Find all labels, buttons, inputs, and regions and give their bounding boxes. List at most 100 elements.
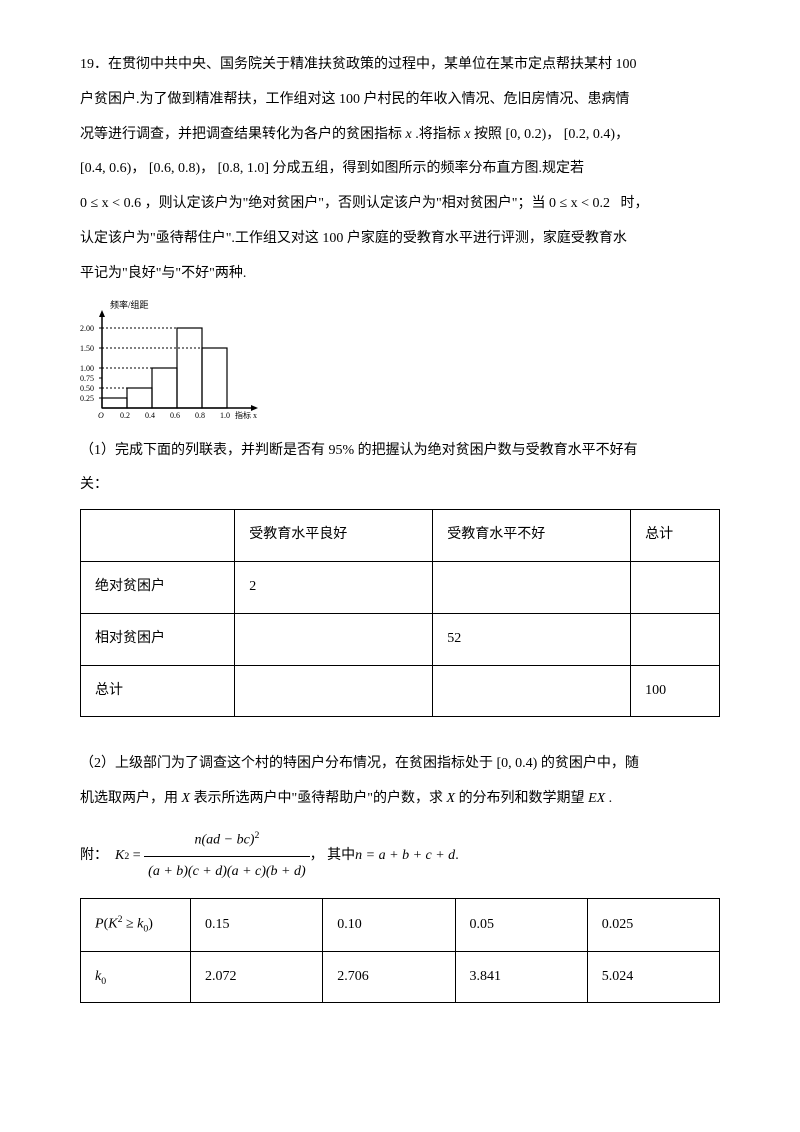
svg-text:0.25: 0.25 [80, 394, 94, 403]
cell [235, 665, 433, 717]
condition: 0 ≤ x < 0.2 [549, 196, 610, 211]
interval: [0.8, 1.0] [218, 161, 269, 176]
cell [81, 510, 235, 562]
cell [433, 561, 631, 613]
paragraph-line: 况等进行调查，并把调查结果转化为各户的贫困指标 x .将指标 x 按照 [0, … [80, 120, 720, 151]
interval: [0, 0.2) [505, 127, 546, 142]
svg-text:0.2: 0.2 [120, 411, 130, 420]
cell: 受教育水平不好 [433, 510, 631, 562]
table-row: 受教育水平良好 受教育水平不好 总计 [81, 510, 720, 562]
text: 平记为"良好"与"不好"两种. [80, 266, 246, 281]
cell: 3.841 [455, 951, 587, 1003]
question-2: （2）上级部门为了调查这个村的特困户分布情况，在贫困指标处于 [0, 0.4) … [80, 749, 720, 780]
var-X: X [182, 791, 191, 806]
text: 的贫困户中，随 [541, 756, 639, 771]
var-x: x [406, 127, 412, 142]
P: P [95, 917, 104, 932]
text: 认定该户为"亟待帮住户".工作组又对这 100 户家庭的受教育水平进行评测，家庭… [80, 231, 627, 246]
svg-text:0.75: 0.75 [80, 374, 94, 383]
text: 在贯彻中共中央、国务院关于精准扶贫政策的过程中，某单位在某市定点帮扶某村 100 [108, 57, 637, 72]
paragraph-line: 0 ≤ x < 0.6 ，则认定该户为"绝对贫困户"，否则认定该户为"相对贫困户… [80, 189, 720, 220]
text: 表示所选两户中"亟待帮助户"的户数，求 [194, 791, 447, 806]
cell: k0 [81, 951, 191, 1003]
cell [235, 613, 433, 665]
paragraph-line: 19．在贯彻中共中央、国务院关于精准扶贫政策的过程中，某单位在某市定点帮扶某村 … [80, 50, 720, 81]
cell [631, 561, 720, 613]
histogram-chart: 频率/组距 0.25 0.50 0.75 1.00 1.50 2.00 O 0.… [80, 298, 720, 428]
var-EX: EX [588, 791, 605, 806]
text: 分成五组，得到如图所示的频率分布直方图.规定若 [272, 161, 584, 176]
cell [433, 665, 631, 717]
text: .将指标 [415, 127, 461, 142]
formula-prefix: 附： [80, 841, 108, 872]
problem-number: 19． [80, 57, 108, 72]
question-2-line2: 机选取两户，用 X 表示所选两户中"亟待帮助户"的户数，求 X 的分布列和数学期… [80, 784, 720, 815]
svg-text:1.0: 1.0 [220, 411, 230, 420]
text: 按照 [474, 127, 502, 142]
cell: 52 [433, 613, 631, 665]
var-x: x [464, 127, 470, 142]
cell: 2.706 [323, 951, 455, 1003]
interval: [0.2, 0.4) [564, 127, 615, 142]
text: 关： [80, 477, 108, 492]
cell: 2 [235, 561, 433, 613]
cell: 5.024 [587, 951, 719, 1003]
table-row: 相对贫困户 52 [81, 613, 720, 665]
cell: 总计 [631, 510, 720, 562]
interval: [0.4, 0.6) [80, 161, 131, 176]
var-K: K [115, 841, 124, 872]
text: （2）上级部门为了调查这个村的特困户分布情况，在贫困指标处于 [80, 756, 493, 771]
paragraph-line: 平记为"良好"与"不好"两种. [80, 259, 720, 290]
cell: 0.025 [587, 899, 719, 951]
cell: 2.072 [191, 951, 323, 1003]
text: 的分布列和数学期望 [459, 791, 589, 806]
table-row: P(K2 ≥ k0) 0.15 0.10 0.05 0.025 [81, 899, 720, 951]
svg-text:1.00: 1.00 [80, 364, 94, 373]
text: （1）完成下面的列联表，并判断是否有 95% 的把握认为绝对贫困户数与受教育水平… [80, 443, 638, 458]
numerator: n(ad − bc) [194, 833, 254, 848]
cell: 受教育水平良好 [235, 510, 433, 562]
cell: 100 [631, 665, 720, 717]
cell: 相对贫困户 [81, 613, 235, 665]
text: . [609, 791, 613, 806]
paragraph-line: [0.4, 0.6)， [0.6, 0.8)， [0.8, 1.0] 分成五组，… [80, 154, 720, 185]
text: 时， [621, 196, 649, 211]
cell: 0.15 [191, 899, 323, 951]
paragraph-line: 认定该户为"亟待帮住户".工作组又对这 100 户家庭的受教育水平进行评测，家庭… [80, 224, 720, 255]
svg-text:O: O [98, 411, 104, 420]
table-row: 总计 100 [81, 665, 720, 717]
question-1b: 关： [80, 470, 720, 501]
table-row: k0 2.072 2.706 3.841 5.024 [81, 951, 720, 1003]
cell: P(K2 ≥ k0) [81, 899, 191, 951]
text: 机选取两户，用 [80, 791, 182, 806]
svg-text:1.50: 1.50 [80, 344, 94, 353]
svg-text:0.50: 0.50 [80, 384, 94, 393]
svg-text:2.00: 2.00 [80, 324, 94, 333]
cell: 0.05 [455, 899, 587, 951]
denominator: (a + b)(c + d)(a + c)(b + d) [144, 857, 310, 888]
formula-block: 附： K2 = n(ad − bc)2 (a + b)(c + d)(a + c… [80, 825, 720, 888]
cell [631, 613, 720, 665]
question-1: （1）完成下面的列联表，并判断是否有 95% 的把握认为绝对贫困户数与受教育水平… [80, 436, 720, 467]
svg-text:0.4: 0.4 [145, 411, 155, 420]
svg-text:0.8: 0.8 [195, 411, 205, 420]
fraction: n(ad − bc)2 (a + b)(c + d)(a + c)(b + d) [144, 825, 310, 888]
text: 况等进行调查，并把调查结果转化为各户的贫困指标 [80, 127, 402, 142]
svg-text:0.6: 0.6 [170, 411, 180, 420]
svg-text:指标 x: 指标 x [235, 410, 257, 420]
table-row: 绝对贫困户 2 [81, 561, 720, 613]
cell: 绝对贫困户 [81, 561, 235, 613]
y-axis-label: 频率/组距 [110, 299, 149, 310]
chi-square-table: P(K2 ≥ k0) 0.15 0.10 0.05 0.025 k0 2.072… [80, 898, 720, 1003]
condition: 0 ≤ x < 0.6 [80, 196, 141, 211]
K: K [108, 917, 117, 932]
text: ， 其中 [310, 841, 356, 872]
text: ，则认定该户为"绝对贫困户"，否则认定该户为"相对贫困户"；当 [145, 196, 546, 211]
contingency-table: 受教育水平良好 受教育水平不好 总计 绝对贫困户 2 相对贫困户 52 总计 1… [80, 509, 720, 717]
interval: [0.6, 0.8) [149, 161, 200, 176]
var-X: X [447, 791, 456, 806]
cell: 总计 [81, 665, 235, 717]
interval: [0, 0.4) [497, 756, 538, 771]
formula-n: n = a + b + c + d [355, 841, 455, 872]
cell: 0.10 [323, 899, 455, 951]
